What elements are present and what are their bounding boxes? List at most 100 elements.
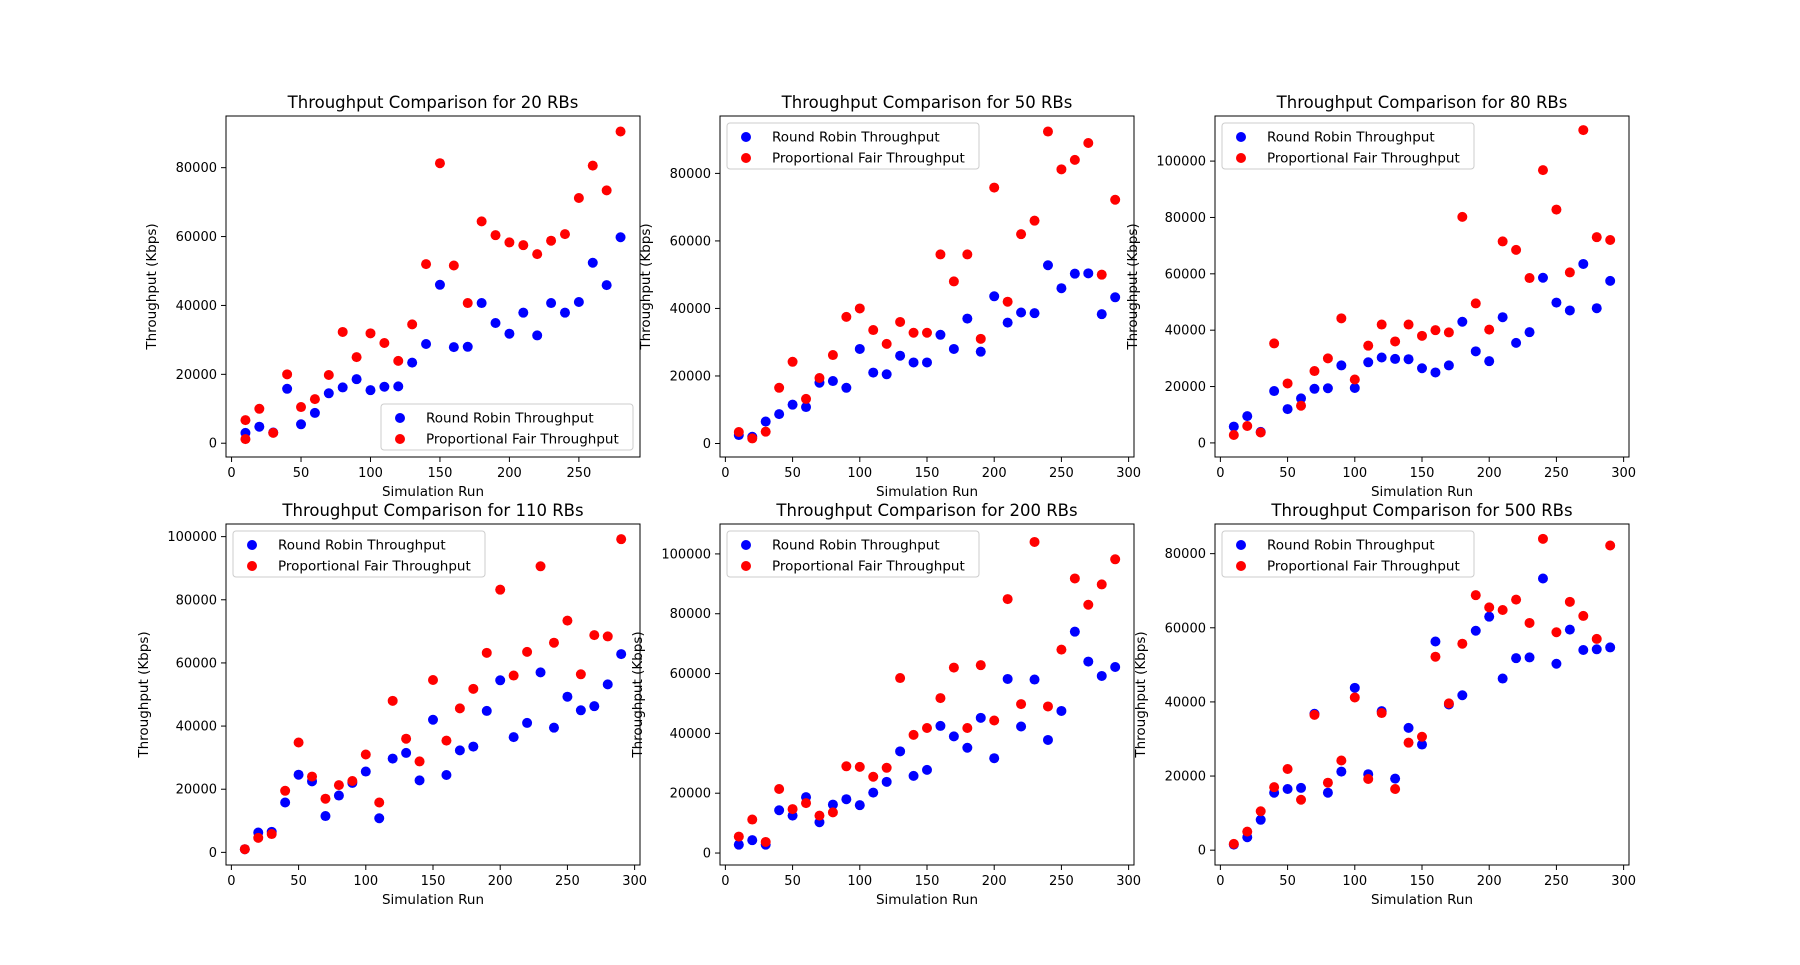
proportional-fair-point	[407, 319, 418, 330]
proportional-fair-point	[922, 327, 932, 338]
round-robin-point	[760, 416, 771, 427]
y-tick-label: 0	[1198, 436, 1206, 451]
round-robin-point	[1228, 421, 1239, 432]
round-robin-point	[1605, 642, 1616, 653]
x-tick-label: 100	[1342, 466, 1367, 481]
round-robin-point	[1096, 670, 1107, 681]
x-tick-label: 50	[1279, 466, 1296, 481]
chart-panel: Throughput Comparison for 110 RBs 0 50 100 1…	[136, 501, 647, 908]
proportional-fair-point	[360, 749, 371, 760]
legend-label: Proportional Fair Throughput	[1267, 151, 1460, 167]
round-robin-point	[282, 383, 293, 394]
proportional-fair-point	[508, 670, 519, 681]
round-robin-point	[1537, 272, 1548, 283]
proportional-fair-point	[504, 237, 515, 248]
proportional-fair-point	[1228, 838, 1239, 849]
round-robin-point	[1417, 739, 1427, 750]
round-robin-point	[1016, 307, 1027, 318]
round-robin-point	[365, 385, 376, 396]
x-axis-label: Simulation Run	[1371, 892, 1473, 908]
round-robin-point	[1363, 357, 1374, 368]
proportional-fair-point	[895, 316, 906, 327]
proportional-fair-point	[854, 761, 865, 772]
legend-label: Round Robin Throughput	[1267, 538, 1435, 554]
proportional-fair-point	[490, 230, 501, 241]
proportional-fair-point	[733, 427, 744, 438]
proportional-fair-point	[1349, 692, 1360, 703]
proportional-fair-point	[989, 715, 1000, 726]
proportional-fair-point	[814, 810, 825, 821]
proportional-fair-point	[922, 723, 932, 734]
x-tick-label: 50	[1279, 874, 1296, 889]
proportional-fair-point	[1591, 633, 1602, 644]
proportional-fair-point	[1255, 806, 1266, 817]
x-tick-label: 250	[555, 874, 580, 889]
proportional-fair-point	[841, 761, 852, 772]
proportional-fair-point	[1430, 651, 1441, 662]
round-robin-point	[747, 835, 758, 846]
proportional-fair-point	[1537, 533, 1548, 544]
round-robin-point	[881, 776, 892, 787]
x-tick-label: 300	[1611, 874, 1636, 889]
proportional-fair-point	[1016, 699, 1027, 710]
proportional-fair-point	[1002, 296, 1013, 307]
proportional-fair-point	[1322, 353, 1333, 364]
round-robin-point	[787, 399, 798, 410]
legend-marker-round-robin	[1236, 540, 1246, 550]
legend-label: Proportional Fair Throughput	[1267, 559, 1460, 575]
proportional-fair-point	[801, 393, 812, 404]
round-robin-point	[1578, 645, 1589, 656]
x-axis-label: Simulation Run	[382, 484, 484, 500]
round-robin-point	[587, 257, 598, 268]
round-robin-point	[1430, 367, 1441, 378]
proportional-fair-point	[989, 182, 1000, 193]
proportional-fair-point	[428, 674, 438, 685]
round-robin-point	[1403, 722, 1414, 733]
proportional-fair-point	[239, 844, 250, 855]
proportional-fair-point	[268, 427, 279, 438]
round-robin-point	[1591, 644, 1602, 655]
round-robin-point	[508, 732, 519, 743]
y-tick-label: 20000	[1165, 770, 1206, 785]
round-robin-point	[351, 374, 362, 385]
round-robin-point	[535, 667, 546, 678]
round-robin-point	[1390, 773, 1401, 784]
round-robin-point	[1029, 674, 1040, 685]
round-robin-point	[1551, 297, 1562, 308]
proportional-fair-point	[387, 695, 398, 706]
proportional-fair-point	[1457, 211, 1468, 222]
round-robin-point	[774, 409, 785, 420]
proportional-fair-point	[1403, 319, 1414, 330]
proportional-fair-point	[1363, 774, 1374, 785]
round-robin-point	[895, 746, 906, 757]
round-robin-point	[468, 741, 479, 752]
round-robin-point	[401, 747, 412, 758]
round-robin-point	[448, 342, 459, 353]
x-tick-label: 200	[1477, 874, 1502, 889]
legend-marker-round-robin	[395, 413, 405, 423]
x-tick-label: 300	[1611, 466, 1636, 481]
proportional-fair-point	[1524, 273, 1535, 284]
proportional-fair-point	[601, 185, 612, 196]
legend-box	[380, 403, 634, 451]
proportional-fair-point	[827, 350, 838, 361]
plot-frame	[225, 115, 641, 458]
round-robin-point	[616, 649, 627, 660]
round-robin-point	[504, 328, 515, 339]
proportional-fair-point	[1390, 784, 1401, 795]
y-axis-label: Throughput (Kbps)	[1133, 631, 1149, 758]
proportional-fair-point	[1056, 644, 1067, 655]
y-tick-label: 80000	[176, 593, 217, 608]
x-axis-label: Simulation Run	[1371, 484, 1473, 500]
round-robin-point	[1282, 404, 1293, 415]
proportional-fair-point	[448, 260, 459, 271]
round-robin-point	[1056, 705, 1067, 716]
x-tick-label: 50	[293, 466, 310, 481]
proportional-fair-point	[296, 402, 307, 413]
proportional-fair-point	[1042, 701, 1053, 712]
round-robin-point	[414, 775, 425, 786]
proportional-fair-point	[1269, 782, 1280, 793]
x-tick-label: 150	[1410, 874, 1435, 889]
x-tick-label: 0	[227, 874, 235, 889]
